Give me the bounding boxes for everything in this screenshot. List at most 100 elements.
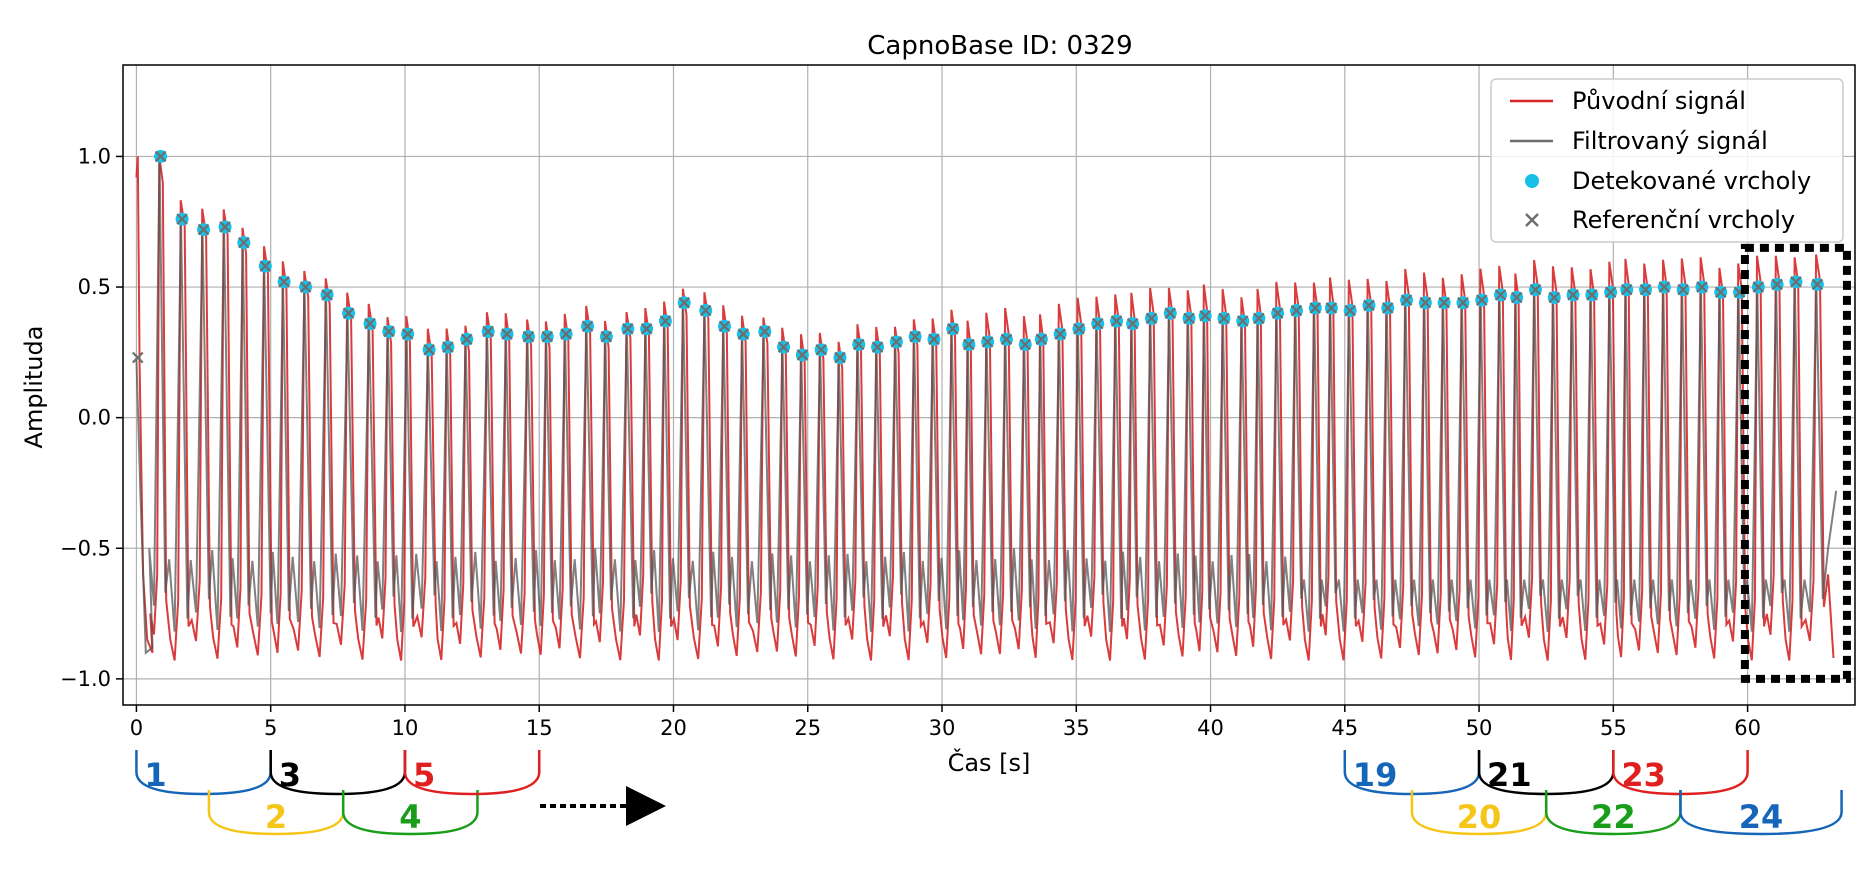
reference-peak-x — [1714, 286, 1727, 299]
reference-peak-x — [401, 328, 414, 340]
reference-peak-x — [423, 343, 435, 356]
reference-peak-x — [1344, 304, 1356, 317]
x-tick-label: 50 — [1466, 716, 1493, 740]
reference-peak-x — [890, 336, 903, 348]
reference-peak-x — [1183, 312, 1195, 325]
reference-peak-x — [1325, 302, 1338, 314]
reference-peak-x — [1771, 278, 1783, 291]
reference-peak-x — [1363, 299, 1375, 312]
highlight-box — [1740, 243, 1851, 683]
reference-peak-x — [1019, 338, 1032, 351]
reference-peak-x — [1400, 294, 1413, 306]
segment-bracket — [1679, 790, 1843, 836]
x-tick-label: 40 — [1197, 716, 1224, 740]
segment-bracket — [341, 790, 479, 836]
peak-markers — [131, 149, 1824, 365]
reference-peak-x — [1419, 296, 1432, 309]
y-axis-label: Amplituda — [20, 326, 48, 449]
series-line-filtered — [135, 156, 1838, 655]
reference-peak-x — [176, 213, 188, 225]
reference-peak-x — [1457, 296, 1469, 309]
segment-label: 24 — [1739, 798, 1784, 836]
reference-peak-x — [1790, 276, 1802, 288]
reference-peak-x — [1639, 283, 1652, 296]
legend-label-detected: Detekované vrcholy — [1572, 167, 1811, 195]
reference-peak-x — [131, 351, 144, 364]
reference-peak-x — [442, 341, 454, 353]
y-tick-label: 1.0 — [78, 144, 111, 168]
segment-label: 19 — [1353, 756, 1398, 794]
reference-peak-x — [600, 330, 613, 343]
x-tick-label: 60 — [1734, 716, 1761, 740]
segment-bracket — [403, 750, 541, 796]
x-axis-label: Čas [s] — [948, 747, 1031, 777]
reference-peak-x — [659, 315, 672, 327]
reference-peak-x — [1381, 302, 1394, 314]
reference-peak-x — [1586, 289, 1598, 301]
reference-peak-x — [815, 343, 827, 356]
reference-peak-x — [1529, 283, 1542, 296]
x-tick-label: 20 — [660, 716, 687, 740]
legend-swatch-reference — [1525, 213, 1539, 227]
reference-peak-x — [678, 296, 690, 309]
reference-peak-x — [1000, 333, 1013, 346]
x-tick-label: 10 — [392, 716, 419, 740]
y-tick-label: 0.0 — [78, 406, 111, 430]
reference-peak-x — [777, 341, 790, 353]
reference-peak-x — [1145, 312, 1158, 325]
x-tick-label: 15 — [526, 716, 553, 740]
reference-peak-x — [1510, 291, 1523, 304]
reference-peak-x — [1164, 307, 1177, 319]
reference-peak-x — [1073, 323, 1085, 335]
reference-peak-x — [1548, 291, 1561, 304]
reference-peak-x — [364, 317, 376, 330]
reference-peak-x — [460, 333, 473, 346]
reference-peak-x — [197, 223, 210, 236]
reference-peak-x — [640, 323, 653, 335]
reference-peak-x — [1677, 283, 1689, 296]
x-tick-label: 30 — [929, 716, 956, 740]
x-tick-label: 35 — [1063, 716, 1090, 740]
y-tick-label: −1.0 — [60, 667, 111, 691]
reference-peak-x — [718, 320, 731, 333]
legend-label-filtered: Filtrovaný signál — [1572, 127, 1768, 155]
legend-label-original: Původní signál — [1572, 87, 1746, 115]
reference-peak-x — [834, 351, 846, 364]
segment-bracket — [207, 790, 345, 836]
x-tick-label: 45 — [1331, 716, 1358, 740]
reference-peak-x — [1438, 296, 1450, 309]
reference-peak-x — [1475, 294, 1488, 306]
segment-bracket — [269, 750, 407, 796]
segment-label: 2 — [265, 798, 287, 836]
series-lines — [135, 156, 1838, 661]
plot-frame — [122, 64, 1856, 706]
reference-peak-x — [946, 323, 959, 335]
segment-bracket — [1544, 790, 1682, 836]
reference-peak-x — [1567, 289, 1579, 301]
y-tick-label: 0.5 — [78, 275, 111, 299]
x-tick-label: 0 — [130, 716, 143, 740]
reference-peak-x — [219, 221, 231, 233]
reference-peak-x — [622, 323, 634, 335]
reference-peak-x — [342, 307, 355, 319]
reference-peak-x — [909, 330, 921, 343]
reference-peak-x — [852, 338, 865, 351]
reference-peak-x — [321, 289, 333, 301]
segment-label: 3 — [279, 756, 301, 794]
segment-label: 20 — [1457, 798, 1502, 836]
reference-peak-x — [560, 328, 572, 340]
reference-peak-x — [154, 150, 167, 163]
reference-peak-x — [581, 320, 594, 333]
reference-peak-x — [1752, 281, 1765, 293]
legend-box — [1490, 78, 1844, 243]
reference-peak-x — [1309, 302, 1322, 314]
x-tick-label: 55 — [1600, 716, 1627, 740]
y-tick-label: −0.5 — [60, 536, 111, 560]
segment-label: 4 — [399, 798, 421, 836]
reference-peak-x — [259, 260, 272, 272]
axis-ticks: 0 5 10 15 20 25 30 35 40 45 50 55 60 −1.0 −0.5 0.0 0.5 1.… — [60, 144, 1761, 740]
reference-peak-x — [1290, 304, 1303, 317]
reference-peak-x — [541, 330, 554, 343]
